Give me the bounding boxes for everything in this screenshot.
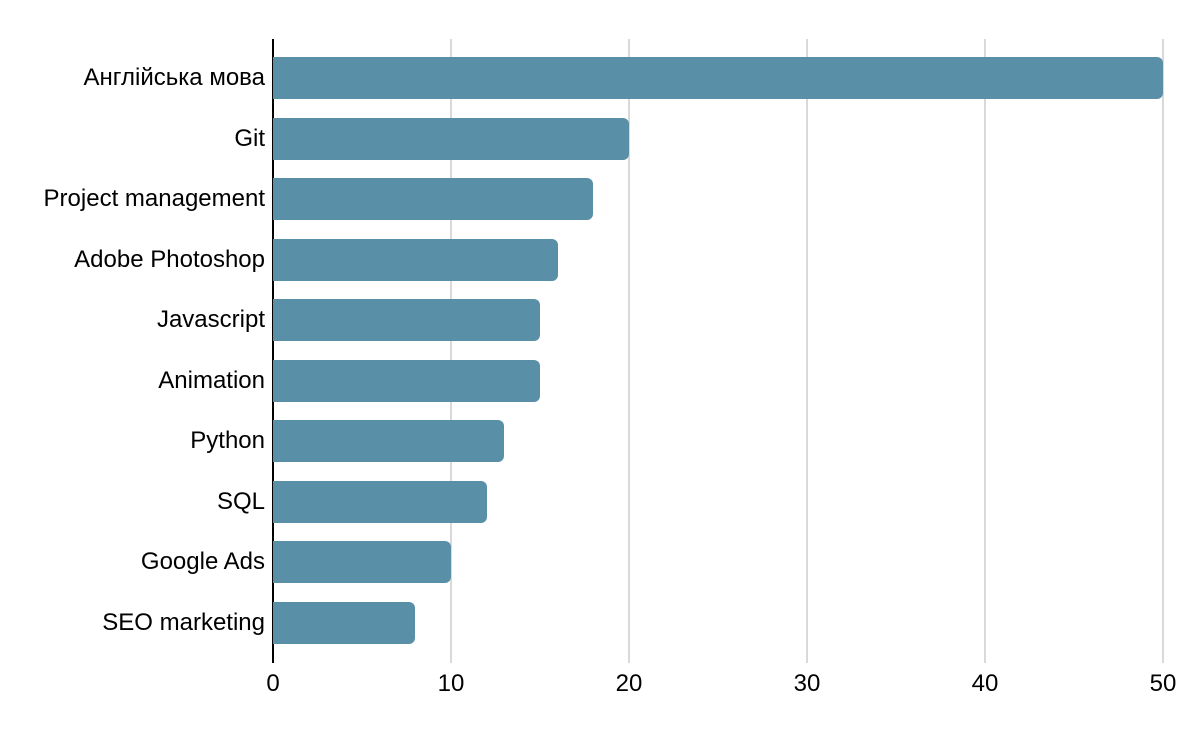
bar-javascript <box>273 299 540 342</box>
category-label: SQL <box>216 487 265 515</box>
bar-adobe-photoshop <box>273 238 558 281</box>
bar-google-ads <box>273 541 451 584</box>
category-label: Python <box>190 427 265 455</box>
x-axis-tick-label: 0 <box>266 670 280 697</box>
bar-seo-marketing <box>273 601 416 644</box>
category-label: Google Ads <box>140 548 265 576</box>
category-label: Javascript <box>156 306 265 334</box>
bar-sql <box>273 480 487 523</box>
gridline <box>806 39 808 663</box>
category-label: SEO marketing <box>102 608 265 636</box>
x-axis-tick-label: 30 <box>793 670 821 697</box>
gridline <box>450 39 452 663</box>
category-label: Animation <box>158 366 265 394</box>
bar-project-management <box>273 178 594 221</box>
category-label: Англійська мова <box>83 64 265 92</box>
x-axis-tick-label: 50 <box>1149 670 1177 697</box>
y-axis-baseline <box>272 39 274 663</box>
bar-англійська-мова <box>273 57 1163 100</box>
gridline <box>984 39 986 663</box>
x-axis-tick-label: 10 <box>437 670 465 697</box>
plot-area <box>272 39 1164 663</box>
gridline <box>628 39 630 663</box>
category-label: Adobe Photoshop <box>74 245 265 273</box>
gridline <box>1162 39 1164 663</box>
bar-git <box>273 117 629 160</box>
bar-animation <box>273 359 540 402</box>
x-axis-tick-label: 20 <box>615 670 643 697</box>
category-label: Project management <box>43 185 265 213</box>
category-label: Git <box>234 124 265 152</box>
bar-python <box>273 420 505 463</box>
x-axis-tick-label: 40 <box>971 670 999 697</box>
